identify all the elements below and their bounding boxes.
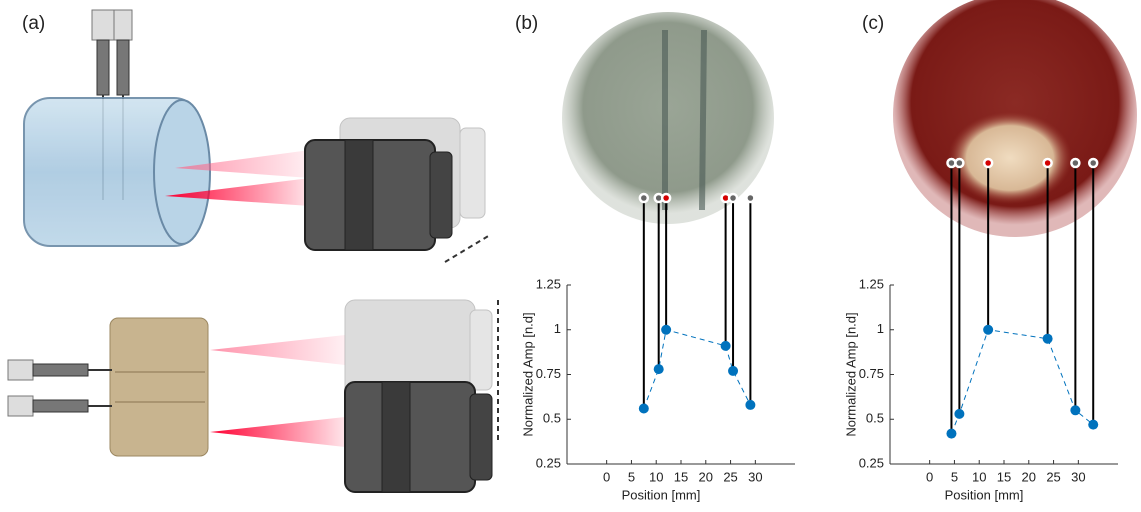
photo-marker: [1087, 157, 1099, 169]
x-tick-label: 30: [748, 469, 762, 484]
panel-label: (a): [22, 13, 45, 34]
series-line: [643, 329, 751, 409]
y-tick-label: 0.25: [536, 455, 561, 470]
photo-marker: [954, 157, 965, 169]
x-tick-label: 30: [1071, 469, 1085, 484]
point: [638, 403, 649, 414]
x-tick-label: 20: [699, 469, 713, 484]
point: [661, 324, 672, 335]
x-tick-label: 0: [603, 469, 610, 484]
x-tick-label: 15: [997, 469, 1011, 484]
y-axis-label: Normalized Amp [n.d]: [843, 312, 858, 436]
x-tick-label: 5: [628, 469, 635, 484]
y-axis-label: Normalized Amp [n.d]: [520, 312, 535, 436]
y-tick-label: 0.25: [859, 455, 884, 470]
x-tick-label: 0: [926, 469, 933, 484]
photo-marker: [745, 192, 756, 204]
y-tick-label: 0.5: [543, 411, 561, 426]
y-tick-label: 0.5: [866, 411, 884, 426]
photo-marker: [1042, 157, 1053, 169]
x-tick-label: 20: [1022, 469, 1036, 484]
point: [728, 365, 739, 376]
x-tick-label: 15: [674, 469, 688, 484]
point: [946, 428, 957, 439]
point: [954, 408, 965, 419]
x-axis-label: Position [mm]: [945, 487, 1024, 502]
photo-marker: [727, 192, 739, 204]
photo-marker: [638, 192, 650, 204]
x-tick-label: 5: [951, 469, 958, 484]
photo-marker: [660, 192, 672, 204]
x-tick-label: 25: [1046, 469, 1060, 484]
point: [983, 324, 994, 335]
illustration: [7, 9, 499, 493]
point: [745, 399, 756, 410]
photo-marker: [982, 157, 994, 169]
panel-label: (b): [515, 13, 538, 34]
y-tick-label: 1: [554, 321, 561, 336]
point: [1070, 405, 1081, 416]
photo-b: [562, 12, 774, 224]
point: [1042, 333, 1053, 344]
x-axis-label: Position [mm]: [622, 487, 701, 502]
y-tick-label: 0.75: [859, 366, 884, 381]
point: [653, 364, 664, 375]
point: [720, 340, 731, 351]
point: [1088, 419, 1099, 430]
x-tick-label: 10: [649, 469, 663, 484]
panel-label: (c): [862, 13, 884, 34]
x-tick-label: 10: [972, 469, 986, 484]
y-tick-label: 1: [877, 321, 884, 336]
photo-marker: [1070, 157, 1081, 169]
y-tick-label: 1.25: [536, 276, 561, 291]
x-tick-label: 25: [723, 469, 737, 484]
y-tick-label: 1.25: [859, 276, 884, 291]
photo-c: [893, 0, 1137, 237]
series-line: [950, 329, 1094, 434]
y-tick-label: 0.75: [536, 366, 561, 381]
